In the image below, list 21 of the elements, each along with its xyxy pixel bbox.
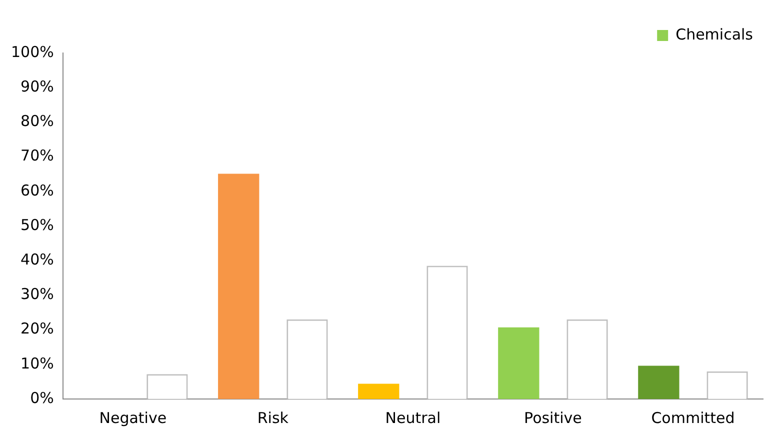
bar [218, 174, 260, 399]
x-tick-label: Positive [524, 408, 582, 427]
y-tick-label: 0% [30, 388, 54, 407]
x-tick-label: Committed [651, 408, 735, 427]
y-tick-label: 40% [20, 250, 54, 268]
y-tick-label: 20% [20, 320, 54, 338]
y-tick-label: 70% [20, 146, 54, 165]
x-tick-label: Negative [99, 408, 167, 427]
bar [498, 327, 540, 399]
y-tick-label: 60% [20, 181, 54, 200]
bar [358, 384, 400, 399]
x-tick-label: Neutral [385, 408, 441, 427]
y-tick-label: 100% [10, 42, 54, 61]
y-tick-label: 30% [20, 285, 54, 304]
y-tick-label: 50% [20, 216, 54, 234]
y-tick-label: 90% [20, 77, 54, 96]
x-tick-label: Risk [257, 408, 289, 427]
bar [638, 366, 680, 399]
y-tick-label: 10% [20, 354, 54, 372]
y-tick-label: 80% [20, 112, 54, 130]
legend-label: Chemicals [676, 25, 754, 44]
